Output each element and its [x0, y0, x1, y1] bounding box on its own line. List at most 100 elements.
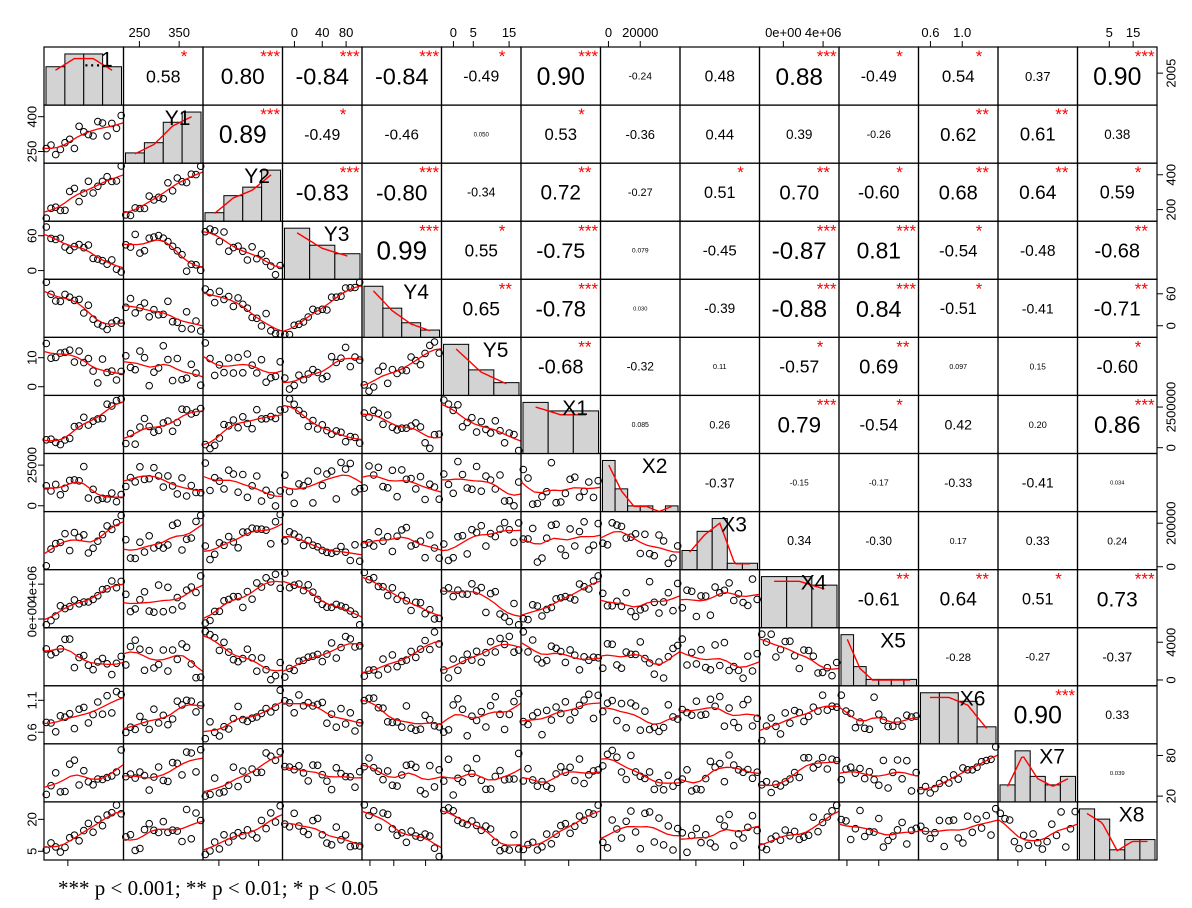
correlation-value: -0.51 [940, 300, 977, 318]
correlation-value: -0.27 [628, 187, 653, 199]
scatter-point [388, 781, 397, 790]
left-tick-label: 25000 [24, 447, 39, 483]
diag-label: Y3 [324, 223, 350, 246]
top-tick-label: 0 [605, 25, 612, 40]
scatter-point [996, 809, 1005, 818]
smooth-line [520, 580, 601, 616]
scatter-point [187, 360, 196, 369]
scatter-point [239, 413, 247, 421]
scatter-point [51, 235, 60, 244]
hist-bar [64, 53, 85, 106]
scatter-point [61, 348, 69, 357]
scatter-point [673, 641, 682, 650]
correlation-value: -0.54 [860, 416, 899, 435]
top-tick-label: 5 [470, 25, 477, 40]
scatter-point [150, 608, 158, 617]
scatter-point [500, 613, 509, 621]
scatter-point [449, 807, 458, 815]
panel-frame [440, 569, 522, 629]
scatter-point [524, 474, 532, 482]
scatter-point [295, 580, 303, 588]
scatter-point [697, 645, 705, 654]
scatter-point [290, 499, 299, 508]
scatter-point [346, 556, 355, 565]
smooth-line [600, 651, 681, 666]
scatter-point [528, 524, 537, 533]
scatter-point [383, 484, 392, 492]
scatter-point [210, 728, 219, 737]
scatter-point [351, 841, 359, 850]
scatter-point [281, 374, 289, 382]
density-curve [1086, 812, 1148, 852]
right-tick-label: 4000 [1163, 628, 1178, 657]
scatter-point [262, 574, 270, 582]
scatter-point [192, 673, 200, 682]
scatter-point [355, 356, 364, 364]
correlation-value: 0.20 [1029, 419, 1047, 430]
scatter-point [963, 766, 972, 774]
scatter-point [239, 369, 247, 377]
scatter-point [299, 482, 308, 490]
scatter-point [814, 760, 822, 769]
scatter-point [510, 830, 518, 839]
smooth-line [759, 638, 840, 670]
scatter-point [252, 314, 261, 323]
scatter-point [739, 700, 747, 709]
scatter-point [173, 174, 182, 182]
scatter-point [519, 465, 528, 474]
significance-stars: * [976, 47, 983, 66]
scatter-point [145, 786, 153, 794]
scatter-point [360, 484, 369, 492]
significance-stars: *** [1055, 686, 1075, 705]
scatter-point [547, 521, 556, 530]
scatter-point [711, 843, 719, 851]
scatter-point [355, 767, 364, 776]
left-tick-label: 0.6 [24, 723, 39, 741]
scatter-point [641, 809, 649, 818]
scatter-point [552, 830, 560, 839]
scatter-point [505, 846, 514, 854]
diag-label: X7 [1039, 746, 1065, 769]
scatter-point [257, 709, 266, 718]
correlation-value: -0.33 [944, 476, 972, 490]
scatter-point [762, 845, 771, 854]
scatter-point [70, 144, 79, 153]
scatter-point [61, 484, 69, 493]
top-tick-label: 15 [1126, 25, 1140, 40]
scatter-point [131, 605, 139, 613]
scatter-point [692, 785, 701, 793]
scatter-point [355, 842, 364, 850]
smooth-line [759, 810, 840, 846]
scatter-point [631, 828, 640, 836]
correlation-value: -0.71 [1094, 298, 1141, 321]
hist-bar [382, 307, 403, 338]
scatter-point [374, 703, 383, 712]
significance-stars: ** [578, 163, 592, 182]
scatter-point [716, 815, 724, 824]
scatter-point [818, 753, 827, 762]
left-tick-label: 250 [24, 141, 39, 163]
scatter-point [98, 414, 107, 423]
scatter-point [332, 293, 341, 302]
scatter-point [122, 728, 130, 737]
smooth-line [202, 701, 283, 733]
significance-stars: * [1135, 337, 1142, 356]
scatter-point [870, 775, 878, 784]
scatter-point [542, 782, 551, 791]
scatter-point [585, 690, 593, 699]
scatter-point [262, 309, 270, 318]
scatter-point [426, 761, 434, 770]
scatter-point [851, 723, 860, 732]
scatter-point [309, 499, 317, 507]
right-tick-label: 200000 [1163, 501, 1178, 544]
scatter-point [617, 834, 626, 842]
correlation-value: -0.15 [790, 478, 809, 488]
scatter-point [533, 602, 542, 610]
scatter-point [187, 534, 196, 542]
scatter-point [528, 500, 537, 509]
hist-bar [1124, 839, 1141, 861]
scatter-point [220, 228, 228, 236]
scatter-point [65, 434, 74, 443]
scatter-point [402, 597, 411, 605]
correlation-value: -0.32 [627, 360, 655, 374]
